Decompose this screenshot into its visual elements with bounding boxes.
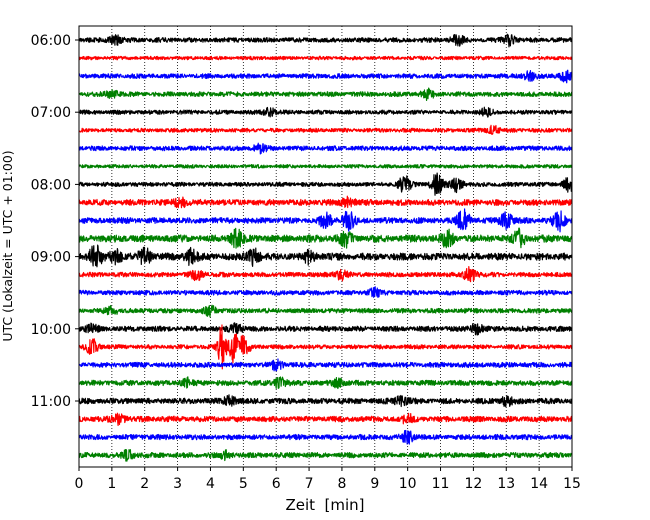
x-axis-label: Zeit [min] — [285, 496, 364, 514]
trace-0715 — [79, 124, 572, 135]
trace-1130 — [79, 429, 572, 445]
trace-1015 — [79, 324, 572, 370]
seismic-traces — [79, 33, 572, 462]
x-tick-label: 9 — [370, 476, 379, 492]
x-tick-label: 5 — [239, 476, 248, 492]
trace-0745 — [79, 163, 572, 169]
y-tick-label: 09:00 — [31, 250, 71, 266]
trace-0845 — [79, 227, 572, 249]
trace-1030 — [79, 358, 572, 372]
trace-0615 — [79, 55, 572, 61]
trace-0800 — [79, 172, 572, 196]
trace-0645 — [79, 87, 572, 102]
x-tick-label: 10 — [399, 476, 417, 492]
x-tick-label: 4 — [206, 476, 215, 492]
y-tick-label: 07:00 — [31, 105, 71, 121]
trace-0930 — [79, 286, 572, 298]
trace-1000 — [79, 322, 572, 336]
y-tick-label: 08:00 — [31, 177, 71, 193]
x-tick-label: 8 — [337, 476, 346, 492]
trace-0945 — [79, 304, 572, 318]
trace-1115 — [79, 412, 572, 427]
plot-frame — [78, 25, 573, 468]
y-axis-label: UTC (Lokalzeit = UTC + 01:00) — [0, 150, 15, 341]
x-tick-label: 12 — [464, 476, 482, 492]
x-tick-label: 1 — [107, 476, 116, 492]
trace-0830 — [79, 208, 572, 233]
x-tick-label: 7 — [305, 476, 314, 492]
x-tick-label: 15 — [563, 476, 581, 492]
x-tick-label: 3 — [173, 476, 182, 492]
y-tick-label: 06:00 — [31, 33, 71, 49]
trace-0815 — [79, 195, 572, 209]
x-tick-label: 2 — [140, 476, 149, 492]
trace-0915 — [79, 266, 572, 283]
x-axis-ticks: 0 1 2 3 4 5 6 7 8 9 10 11 12 13 14 15 — [75, 467, 581, 492]
trace-1045 — [79, 376, 572, 390]
trace-0900 — [79, 244, 572, 268]
y-tick-label: 11:00 — [31, 394, 71, 410]
y-axis-ticks: 06:00 07:00 08:00 09:00 10:00 11:00 — [31, 33, 79, 410]
x-tick-label: 6 — [272, 476, 281, 492]
x-tick-label: 14 — [530, 476, 548, 492]
trace-1100 — [79, 394, 572, 408]
trace-0630 — [79, 69, 572, 84]
x-tick-label: 11 — [432, 476, 450, 492]
trace-1145 — [79, 449, 572, 462]
trace-0730 — [79, 142, 572, 155]
x-tick-label: 13 — [497, 476, 515, 492]
trace-0600 — [79, 33, 572, 48]
x-tick-label: 0 — [75, 476, 84, 492]
trace-0700 — [79, 106, 572, 118]
y-tick-label: 10:00 — [31, 322, 71, 338]
